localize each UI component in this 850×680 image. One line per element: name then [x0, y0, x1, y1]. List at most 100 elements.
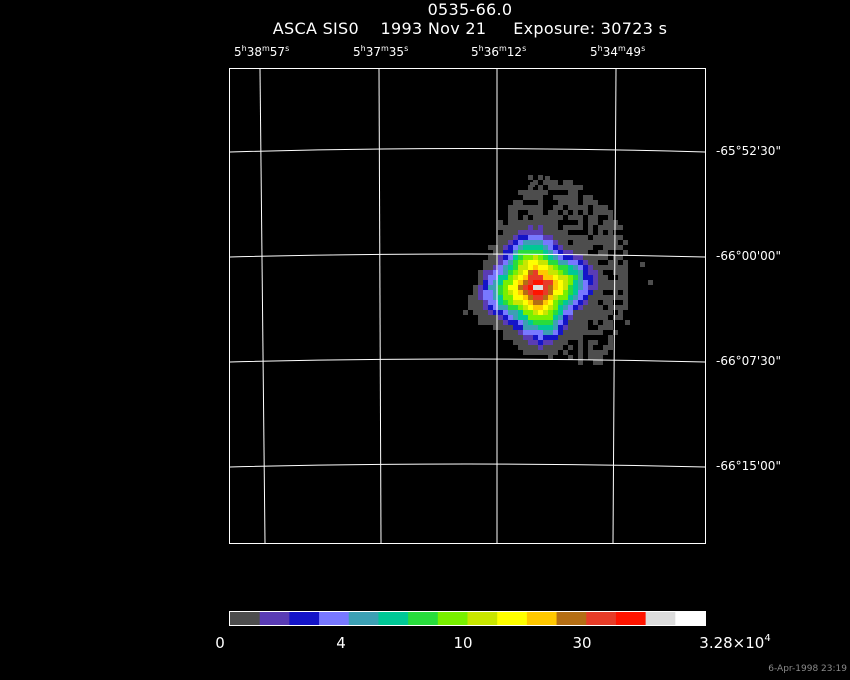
image-pixel [583, 315, 588, 320]
image-pixel [483, 275, 488, 280]
image-pixel [578, 225, 583, 230]
image-pixel [463, 310, 468, 315]
image-pixel [578, 260, 583, 265]
image-pixel [568, 245, 573, 250]
image-pixel [543, 270, 548, 275]
image-pixel [563, 285, 568, 290]
image-pixel [573, 205, 578, 210]
image-pixel [613, 260, 618, 265]
image-pixel [538, 300, 543, 305]
image-pixel [523, 245, 528, 250]
image-pixel [503, 275, 508, 280]
image-pixel [573, 190, 578, 195]
image-pixel [493, 325, 498, 330]
image-pixel [538, 190, 543, 195]
image-pixel [573, 185, 578, 190]
image-pixel [508, 315, 513, 320]
image-pixel [523, 265, 528, 270]
image-pixel [548, 340, 553, 345]
image-pixel [498, 245, 503, 250]
image-pixel [558, 275, 563, 280]
image-pixel [528, 230, 533, 235]
dec-grid-line [229, 148, 706, 153]
image-pixel [553, 215, 558, 220]
image-pixel [528, 325, 533, 330]
image-pixel [583, 275, 588, 280]
image-pixel [563, 260, 568, 265]
image-pixel [593, 285, 598, 290]
image-pixel [563, 240, 568, 245]
image-pixel [583, 310, 588, 315]
image-pixel [508, 275, 513, 280]
image-pixel [608, 280, 613, 285]
image-pixel [528, 310, 533, 315]
image-pixel [508, 230, 513, 235]
image-pixel [508, 300, 513, 305]
image-pixel [508, 225, 513, 230]
image-pixel [593, 265, 598, 270]
image-pixel [588, 310, 593, 315]
image-pixel [563, 210, 568, 215]
image-pixel [513, 285, 518, 290]
image-pixel [563, 330, 568, 335]
image-pixel [518, 220, 523, 225]
image-pixel [543, 310, 548, 315]
image-pixel [498, 310, 503, 315]
image-pixel [528, 285, 533, 290]
image-pixel [533, 320, 538, 325]
image-pixel [508, 215, 513, 220]
image-pixel [553, 195, 558, 200]
colorbar-swatch [645, 612, 676, 625]
image-pixel [533, 235, 538, 240]
image-pixel [528, 205, 533, 210]
image-pixel [513, 280, 518, 285]
image-pixel [528, 280, 533, 285]
image-pixel [593, 200, 598, 205]
image-pixel [568, 195, 573, 200]
image-pixel [608, 305, 613, 310]
image-pixel [508, 220, 513, 225]
image-pixel [498, 240, 503, 245]
image-pixel [503, 300, 508, 305]
image-pixel [538, 280, 543, 285]
image-pixel [538, 185, 543, 190]
image-pixel [563, 335, 568, 340]
image-pixel [603, 255, 608, 260]
image-pixel [528, 305, 533, 310]
ra-tick-label: 5h37m35s [353, 44, 409, 60]
image-pixel [563, 245, 568, 250]
image-pixel [608, 265, 613, 270]
image-pixel [573, 270, 578, 275]
image-pixel [483, 315, 488, 320]
image-pixel [623, 280, 628, 285]
image-pixel [603, 345, 608, 350]
image-pixel [573, 335, 578, 340]
colorbar-swatch [467, 612, 498, 625]
image-pixel [623, 240, 628, 245]
image-pixel [573, 210, 578, 215]
image-pixel [598, 330, 603, 335]
image-pixel [543, 350, 548, 355]
image-pixel [538, 260, 543, 265]
image-pixel [533, 225, 538, 230]
image-pixel [578, 325, 583, 330]
image-pixel [508, 240, 513, 245]
image-pixel [543, 260, 548, 265]
image-pixel [603, 350, 608, 355]
image-pixel [573, 310, 578, 315]
image-pixel [573, 315, 578, 320]
image-pixel [563, 230, 568, 235]
image-pixel [483, 265, 488, 270]
image-pixel [548, 180, 553, 185]
image-pixel [538, 310, 543, 315]
image-pixel [563, 235, 568, 240]
image-pixel [588, 295, 593, 300]
image-pixel [553, 180, 558, 185]
image-pixel [573, 265, 578, 270]
image-pixel [573, 215, 578, 220]
image-pixel [528, 350, 533, 355]
image-pixel [518, 250, 523, 255]
image-pixel [503, 225, 508, 230]
image-pixel [498, 315, 503, 320]
image-pixel [533, 245, 538, 250]
